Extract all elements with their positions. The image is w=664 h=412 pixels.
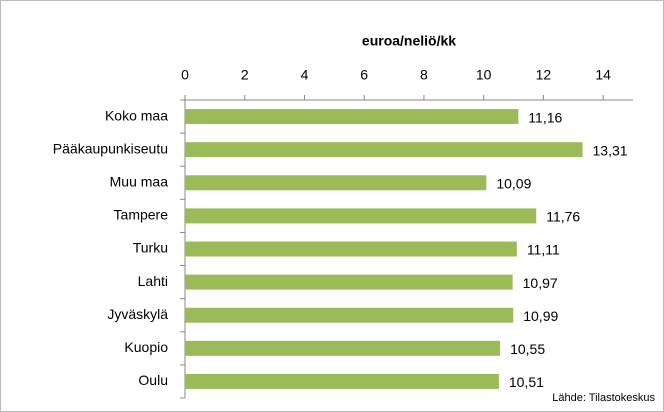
- y-tick-label: Kuopio: [124, 339, 168, 355]
- value-label: 10,97: [523, 275, 558, 291]
- bar: [185, 373, 499, 389]
- y-tick-label: Koko maa: [105, 107, 168, 123]
- y-tick-label: Pääkaupunkiseutu: [53, 140, 168, 156]
- value-label: 10,51: [509, 374, 544, 390]
- y-tick-label: Lahti: [138, 273, 168, 289]
- bar: [185, 109, 519, 125]
- value-label: 11,76: [546, 209, 580, 225]
- x-tick-label: 6: [360, 67, 368, 83]
- x-tick-label: 14: [595, 67, 611, 83]
- bar: [185, 175, 487, 191]
- bar: [185, 142, 583, 158]
- x-tick-label: 2: [241, 67, 249, 83]
- value-label: 10,99: [523, 308, 558, 324]
- source: Lähde: Tilastokeskus: [552, 392, 655, 404]
- y-tick-label: Oulu: [138, 372, 168, 388]
- y-tick-label: Muu maa: [110, 173, 169, 189]
- y-tick-label: Tampere: [114, 207, 169, 223]
- axis-title: euroa/neliö/kk: [362, 33, 456, 49]
- bar: [185, 274, 513, 290]
- x-tick-label: 0: [181, 67, 189, 83]
- value-label: 10,55: [510, 341, 545, 357]
- bar: [185, 307, 514, 323]
- value-label: 11,11: [527, 242, 560, 258]
- x-tick-label: 4: [301, 67, 309, 83]
- value-label: 13,31: [593, 142, 628, 158]
- bar: [185, 340, 501, 356]
- bar: [185, 208, 537, 224]
- value-label: 11,16: [528, 109, 562, 125]
- y-tick-label: Turku: [133, 240, 168, 256]
- x-tick-label: 8: [420, 67, 428, 83]
- bar: [185, 241, 517, 257]
- y-tick-label: Jyväskylä: [107, 306, 168, 322]
- value-label: 10,09: [496, 175, 531, 191]
- x-tick-label: 12: [536, 67, 552, 83]
- x-tick-label: 10: [476, 67, 492, 83]
